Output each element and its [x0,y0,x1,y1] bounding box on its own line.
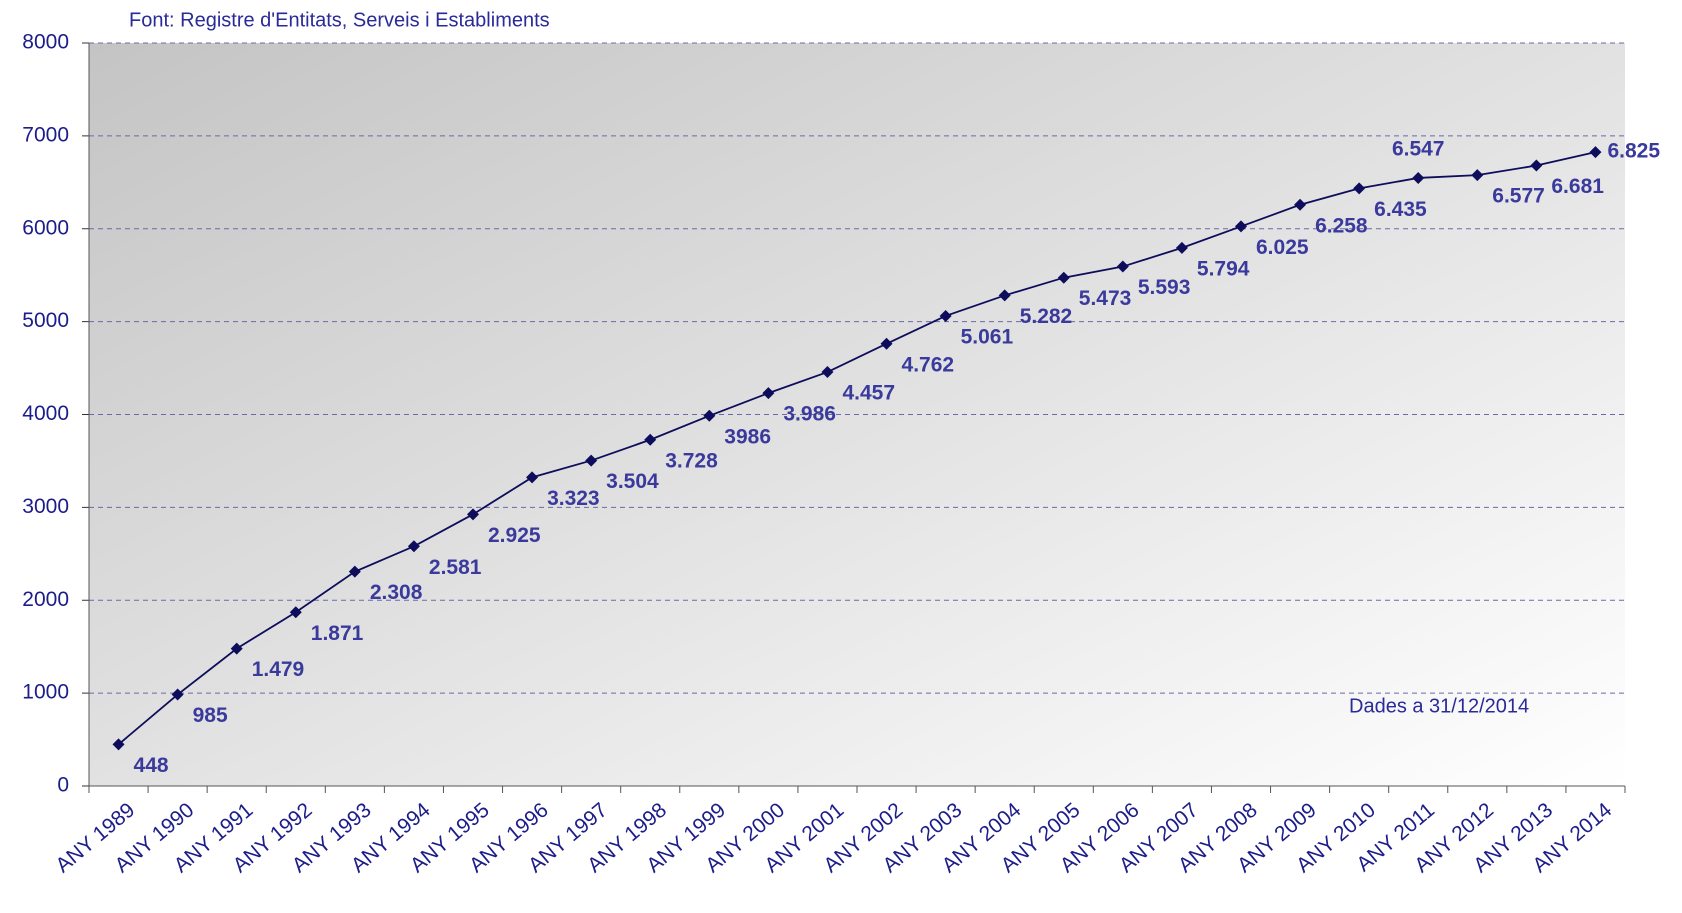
y-tick-label: 8000 [22,31,69,54]
data-label: 6.435 [1374,198,1427,221]
data-point [289,606,302,619]
y-tick-label: 1000 [22,681,69,704]
data-point [1353,182,1366,195]
data-point [880,337,893,350]
data-label: 6.825 [1607,140,1660,163]
data-point [1116,260,1129,273]
data-point [1294,198,1307,211]
data-point [467,508,479,521]
annotation: Dades a 31/12/2014 [1349,695,1529,717]
data-point [112,738,125,751]
data-label: 3.728 [665,449,718,472]
data-point [1175,241,1188,254]
data-label: 5.282 [1020,305,1073,328]
data-point [821,366,834,379]
y-tick-label: 0 [57,774,69,797]
y-tick-label: 7000 [22,123,69,146]
data-label: 3.504 [606,470,659,493]
data-label: 5.593 [1138,276,1191,299]
data-point [171,688,184,701]
data-label: 4.762 [902,353,955,376]
data-point [1412,171,1425,184]
data-point [526,471,539,484]
data-point [585,454,598,467]
data-point [644,433,657,446]
data-point [703,409,716,422]
data-label: 5.473 [1079,287,1132,310]
data-point [230,642,243,655]
series-line [117,151,1596,746]
data-label: 3986 [724,425,771,448]
data-point [1235,220,1247,233]
y-tick-label: 2000 [22,588,69,611]
y-tick-label: 4000 [22,402,69,425]
data-label: 6.547 [1392,137,1445,160]
data-point [1057,271,1070,284]
data-point [1530,159,1543,172]
y-tick-label: 5000 [22,309,69,332]
data-label: 3.986 [783,403,836,426]
data-point [1589,146,1602,159]
data-point [348,565,361,578]
y-tick-label: 3000 [22,495,69,518]
data-label: 6.681 [1551,175,1604,198]
data-label: 6.577 [1492,185,1545,208]
data-label: 4.457 [842,382,895,405]
data-label: 3.323 [547,487,600,510]
data-label: 1.871 [311,622,364,645]
data-point [939,309,952,322]
data-point [762,387,775,400]
data-point [1471,169,1484,182]
data-label: 5.794 [1197,257,1250,280]
data-label: 985 [193,704,228,727]
y-tick-label: 6000 [22,216,69,239]
data-point [407,540,420,553]
data-label: 5.061 [961,326,1014,349]
data-label: 1.479 [252,658,305,681]
data-label: 2.925 [488,524,541,547]
data-label: 448 [134,754,169,777]
data-label: 6.258 [1315,214,1368,237]
data-label: 2.308 [370,581,423,604]
chart-title: Font: Registre d'Entitats, Serveis i Est… [129,9,550,31]
data-label: 2.581 [429,556,482,579]
data-point [998,289,1011,302]
data-label: 6.025 [1256,236,1309,259]
